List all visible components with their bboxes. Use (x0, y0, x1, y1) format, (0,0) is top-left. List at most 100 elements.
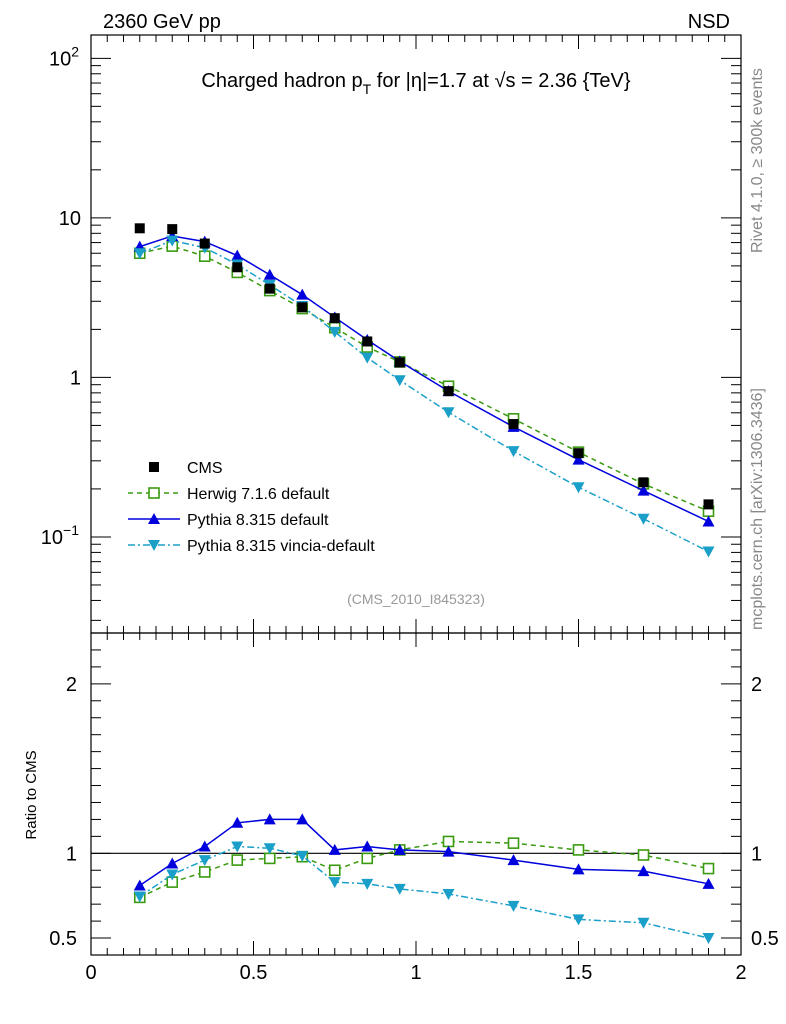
ratio-point-pythia-8-315-vincia-default (393, 883, 406, 895)
ratio-ylabel: Ratio to CMS (23, 750, 40, 839)
title-sqrt: √ (494, 70, 505, 92)
main-point-pythia-8-315-default (263, 268, 276, 280)
ratio-point-herwig-7-1-6-default (442, 835, 455, 848)
ratio-point-pythia-8-315-default (393, 843, 406, 855)
ratio-point-herwig-7-1-6-default (361, 852, 374, 865)
main-line-herwig-7-1-6-default (139, 245, 709, 512)
main-point-pythia-8-315-default (572, 453, 585, 465)
title-part-b: for |η|=1.7 at (371, 70, 494, 92)
ratio-y-tick-label-right: 1 (751, 843, 762, 865)
ratio-point-pythia-8-315-default (442, 845, 455, 857)
ratio-y-tick-label-left: 1 (66, 843, 77, 865)
ratio-point-pythia-8-315-default (507, 854, 520, 866)
legend-label: Pythia 8.315 default (187, 512, 329, 529)
main-point-pythia-8-315-vincia-default (507, 446, 520, 458)
title-part-c: s = 2.36 {TeV} (505, 70, 630, 92)
main-point-pythia-8-315-default (231, 249, 244, 261)
ratio-point-pythia-8-315-default (231, 816, 244, 828)
main-point-pythia-8-315-vincia-default (572, 482, 585, 494)
ratio-point-pythia-8-315-vincia-default (133, 891, 146, 903)
ratio-point-pythia-8-315-vincia-default (296, 850, 309, 862)
main-point-cms (703, 499, 714, 510)
ratio-point-pythia-8-315-default (133, 879, 146, 891)
main-point-pythia-8-315-default (637, 484, 650, 496)
main-series-layer (133, 223, 715, 558)
ratio-line-pythia-8-315-vincia-default (139, 845, 709, 939)
main-point-cms (443, 386, 454, 397)
ratio-series-layer (133, 813, 715, 945)
ratio-point-pythia-8-315-vincia-default (166, 869, 179, 881)
ratio-point-pythia-8-315-default (361, 840, 374, 852)
main-point-pythia-8-315-default (702, 515, 715, 527)
ratio-y-tick-label-right: 0.5 (751, 928, 779, 950)
ratio-y-tick-label-right: 2 (751, 674, 762, 696)
ratio-point-herwig-7-1-6-default (572, 844, 585, 856)
ratio-line-herwig-7-1-6-default (139, 840, 709, 899)
side-label-rivet: Rivet 4.1.0, ≥ 300k events (749, 68, 766, 253)
main-point-pythia-8-315-vincia-default (637, 513, 650, 525)
main-y-tick-label: 1 (70, 367, 81, 389)
main-y-tick-label: 102 (49, 43, 79, 70)
legend-marker (149, 462, 159, 472)
main-point-cms (167, 224, 178, 235)
ratio-y-tick-label-left: 0.5 (49, 928, 77, 950)
main-point-pythia-8-315-vincia-default (328, 326, 341, 338)
ratio-point-pythia-8-315-default (166, 857, 179, 869)
main-point-cms (362, 336, 373, 347)
ratio-point-pythia-8-315-vincia-default (231, 841, 244, 853)
ratio-point-pythia-8-315-default (328, 843, 341, 855)
legend-marker (148, 540, 160, 551)
ratio-point-herwig-7-1-6-default (702, 862, 715, 875)
ratio-point-pythia-8-315-default (572, 863, 585, 875)
ratio-point-pythia-8-315-default (263, 813, 276, 825)
legend-label: CMS (187, 460, 223, 477)
ratio-axis-ticks: 0 0.5 1 1.5 2 2 2 1 1 0.5 0.5 (49, 632, 779, 984)
main-axis-ticks: 102 10 1 10−1 (41, 35, 742, 633)
ratio-point-pythia-8-315-vincia-default (442, 888, 455, 900)
x-tick-label: 2 (735, 962, 746, 984)
main-point-pythia-8-315-vincia-default (133, 248, 146, 260)
ratio-point-pythia-8-315-default (637, 865, 650, 877)
ratio-point-herwig-7-1-6-default (328, 864, 341, 877)
side-label-mcplots: mcplots.cern.ch [arXiv:1306.3436] (749, 388, 766, 630)
main-line-pythia-8-315-default (139, 235, 709, 523)
ratio-point-herwig-7-1-6-default (507, 837, 520, 849)
legend: CMS Herwig 7.1.6 default Pythia 8.315 defa… (128, 460, 375, 555)
ratio-point-pythia-8-315-vincia-default (198, 855, 211, 867)
legend-marker (148, 487, 160, 499)
ratio-point-pythia-8-315-default (296, 813, 309, 825)
main-y-tick-label: 10 (59, 208, 81, 230)
ratio-point-herwig-7-1-6-default (637, 849, 650, 861)
x-tick-label: 1.5 (565, 962, 593, 984)
ratio-y-tick-label-left: 2 (66, 674, 77, 696)
ratio-point-pythia-8-315-default (702, 877, 715, 889)
main-point-cms (297, 302, 308, 313)
analysis-watermark: (CMS_2010_I845323) (347, 591, 485, 607)
main-point-cms (329, 313, 340, 324)
main-point-pythia-8-315-vincia-default (702, 546, 715, 558)
ratio-point-herwig-7-1-6-default (198, 866, 211, 878)
title-part-a: Charged hadron p (201, 70, 362, 92)
main-point-pythia-8-315-vincia-default (393, 375, 406, 387)
x-tick-label: 0.5 (240, 962, 268, 984)
ratio-plot-frame (90, 632, 742, 956)
ratio-point-pythia-8-315-vincia-default (263, 843, 276, 855)
ratio-point-pythia-8-315-vincia-default (572, 914, 585, 926)
main-point-cms (264, 283, 275, 294)
ratio-point-herwig-7-1-6-default (231, 854, 244, 866)
ratio-point-pythia-8-315-vincia-default (702, 933, 715, 945)
main-point-cms (134, 223, 145, 234)
main-point-pythia-8-315-vincia-default (442, 407, 455, 419)
main-point-cms (638, 477, 649, 488)
main-point-cms (232, 262, 243, 273)
ratio-line-pythia-8-315-default (139, 818, 709, 887)
main-point-cms (573, 448, 584, 459)
legend-label: Pythia 8.315 vincia-default (187, 538, 375, 555)
main-point-cms (199, 238, 210, 249)
header-left: 2360 GeV pp (103, 11, 221, 33)
main-point-pythia-8-315-default (296, 288, 309, 300)
ratio-point-pythia-8-315-default (198, 840, 211, 852)
ratio-point-pythia-8-315-vincia-default (637, 917, 650, 929)
ratio-point-pythia-8-315-vincia-default (328, 877, 341, 889)
